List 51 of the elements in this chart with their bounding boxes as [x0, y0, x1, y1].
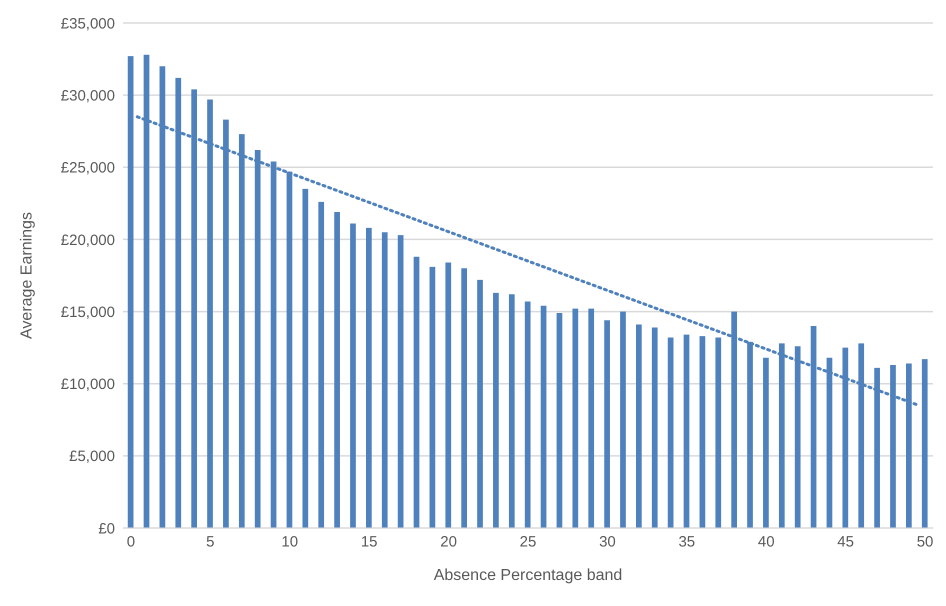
bar — [715, 338, 722, 528]
x-tick-label: 20 — [440, 534, 457, 551]
y-tick-label: £20,000 — [60, 232, 115, 249]
y-tick-label: £0 — [98, 520, 115, 538]
x-tick-label: 50 — [916, 534, 934, 551]
bar — [668, 338, 674, 528]
x-tick-label: 40 — [758, 534, 775, 551]
bar — [382, 232, 388, 528]
x-tick-label: 25 — [520, 534, 536, 551]
y-tick-label: £15,000 — [60, 304, 115, 321]
bar — [477, 280, 483, 528]
bar — [414, 256, 420, 528]
x-tick-label: 45 — [837, 534, 854, 551]
bar — [398, 235, 404, 528]
y-tick-label: £30,000 — [60, 87, 115, 104]
bar — [334, 212, 340, 528]
bar — [318, 202, 324, 528]
x-tick-label: 10 — [281, 534, 298, 551]
bar — [700, 336, 706, 528]
bar — [128, 56, 134, 528]
bar — [524, 301, 531, 528]
bar — [461, 268, 468, 528]
bar — [620, 312, 626, 528]
bar — [430, 266, 436, 528]
x-tick-label: 35 — [678, 534, 696, 551]
bar — [540, 306, 546, 528]
bar — [652, 327, 658, 528]
bar — [763, 358, 769, 528]
bar — [350, 224, 356, 528]
bar — [604, 320, 610, 528]
y-tick-label: £25,000 — [60, 160, 115, 177]
x-tick-label: 5 — [206, 534, 215, 551]
y-tick-label: £35,000 — [60, 15, 115, 32]
x-tick-label: 15 — [360, 534, 378, 551]
x-tick-label: 30 — [599, 534, 616, 551]
bar — [588, 308, 594, 528]
x-tick-label: 0 — [126, 534, 136, 551]
bar — [572, 308, 578, 528]
bar — [508, 294, 515, 528]
x-axis-title: Absence Percentage band — [434, 567, 622, 584]
bar — [445, 262, 452, 528]
bar — [302, 188, 308, 528]
y-axis-title: Average Earnings — [18, 212, 36, 339]
y-tick-label: £5,000 — [69, 448, 115, 466]
bar — [922, 359, 928, 528]
bar — [684, 334, 690, 528]
bar — [636, 324, 642, 528]
y-tick-label: £10,000 — [60, 376, 115, 394]
bar — [556, 313, 562, 528]
bar — [493, 292, 499, 528]
bar — [366, 228, 372, 528]
